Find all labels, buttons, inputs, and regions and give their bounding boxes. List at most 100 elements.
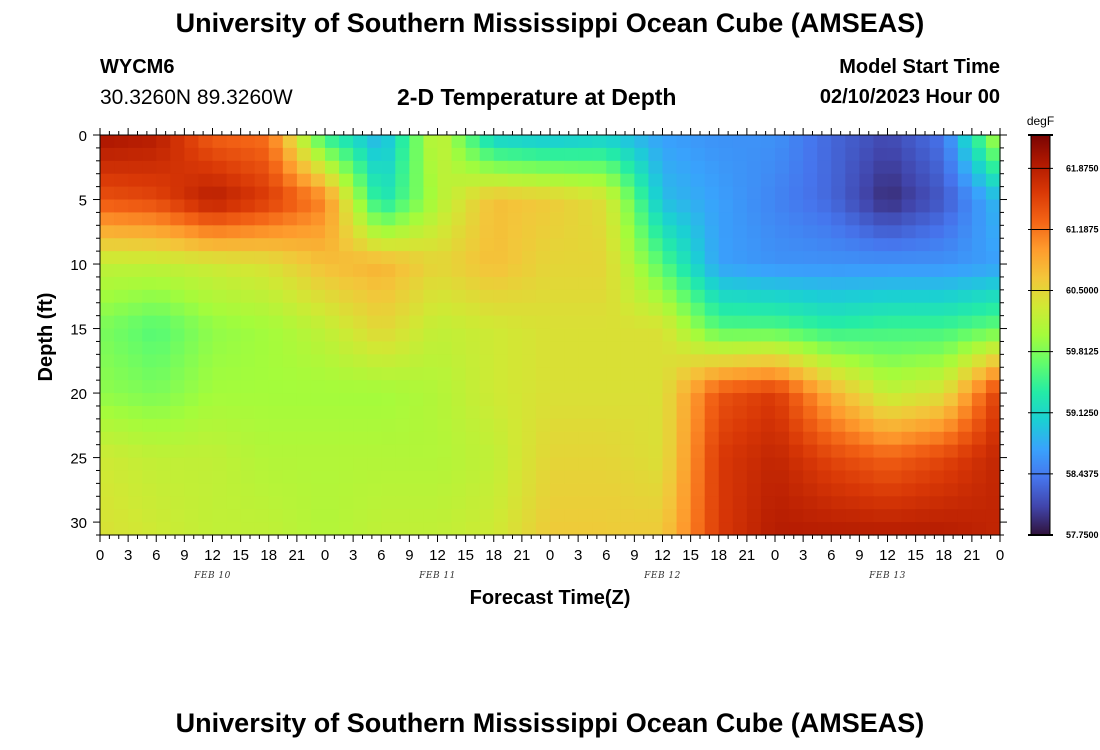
heatmap-cell — [128, 302, 143, 317]
heatmap-cell — [662, 135, 678, 149]
heatmap-cell — [803, 160, 818, 175]
heatmap-cell — [578, 509, 593, 523]
heatmap-cell — [282, 431, 298, 446]
heatmap-cell — [760, 328, 776, 343]
heatmap-cell — [859, 418, 875, 433]
heatmap-cell — [353, 470, 368, 484]
heatmap-cell — [240, 160, 256, 175]
heatmap-cell — [268, 341, 284, 355]
heatmap-cell — [957, 522, 973, 536]
heatmap-cell — [662, 405, 678, 420]
heatmap-cell — [775, 251, 790, 265]
heatmap-cell — [831, 225, 846, 239]
heatmap-cell — [184, 341, 200, 355]
heatmap-cell — [535, 522, 551, 536]
x-tick-label: 6 — [377, 547, 385, 564]
heatmap-cell — [578, 238, 593, 252]
heatmap-cell — [620, 354, 635, 368]
heatmap-cell — [887, 238, 903, 252]
heatmap-cell — [493, 276, 509, 291]
heatmap-cell — [226, 328, 242, 343]
heatmap-cell — [775, 225, 790, 239]
heatmap-cell — [282, 328, 298, 343]
heatmap-cell — [690, 264, 706, 278]
heatmap-cell — [662, 393, 678, 407]
heatmap-cell — [423, 405, 439, 420]
heatmap-cell — [620, 483, 635, 497]
heatmap-cell — [409, 289, 425, 304]
heatmap-cell — [409, 302, 425, 317]
heatmap-cell — [367, 199, 382, 214]
heatmap-cell — [310, 341, 326, 355]
heatmap-cell — [465, 418, 481, 433]
heatmap-cell — [718, 457, 734, 472]
heatmap-cell — [184, 251, 200, 265]
heatmap-cell — [310, 470, 326, 484]
heatmap-cell — [845, 225, 860, 239]
heatmap-cell — [746, 199, 762, 214]
heatmap-cell — [296, 354, 312, 368]
heatmap-cell — [718, 444, 734, 459]
heatmap-cell — [381, 457, 396, 472]
heatmap-cell — [662, 212, 678, 226]
heatmap-cell — [634, 173, 650, 188]
heatmap-cell — [718, 509, 734, 523]
heatmap-cell — [606, 199, 621, 214]
heatmap-cell — [620, 470, 635, 484]
heatmap-cell — [212, 405, 228, 420]
heatmap-cell — [634, 393, 650, 407]
heatmap-cell — [296, 341, 312, 355]
heatmap-cell — [943, 509, 959, 523]
heatmap-cell — [479, 199, 495, 214]
heatmap-cell — [465, 199, 481, 214]
heatmap-cell — [100, 457, 115, 472]
heatmap-cell — [845, 354, 860, 368]
heatmap-cell — [395, 380, 410, 394]
heatmap-cell — [803, 225, 818, 239]
heatmap-cell — [690, 470, 706, 484]
heatmap-cell — [170, 315, 185, 330]
page-title: University of Southern Mississippi Ocean… — [175, 8, 925, 38]
heatmap-cell — [451, 302, 467, 317]
heatmap-cell — [339, 367, 354, 381]
heatmap-cell — [817, 328, 832, 343]
x-tick-label: 6 — [152, 547, 160, 564]
heatmap-cell — [971, 483, 987, 497]
heatmap-cell — [704, 199, 720, 214]
heatmap-cell — [493, 160, 509, 175]
heatmap-cell — [521, 354, 537, 368]
heatmap-cell — [353, 212, 368, 226]
heatmap-cell — [746, 315, 762, 330]
heatmap-cell — [620, 276, 635, 291]
heatmap-cell — [493, 405, 509, 420]
heatmap-cell — [128, 431, 143, 446]
y-tick-label: 10 — [70, 257, 87, 274]
heatmap-cell — [423, 367, 439, 381]
heatmap-cell — [142, 238, 157, 252]
heatmap-cell — [564, 341, 579, 355]
heatmap-cell — [310, 367, 326, 381]
heatmap-cell — [381, 522, 396, 536]
heatmap-cell — [521, 315, 537, 330]
heatmap-cell — [254, 496, 270, 510]
heatmap-cell — [971, 289, 987, 304]
heatmap-cell — [479, 135, 495, 149]
heatmap-cell — [395, 457, 410, 472]
heatmap-cell — [170, 341, 185, 355]
heatmap-cell — [339, 341, 354, 355]
heatmap-cell — [578, 264, 593, 278]
heatmap-cell — [704, 470, 720, 484]
heatmap-cell — [662, 354, 678, 368]
heatmap-cell — [226, 509, 242, 523]
heatmap-cell — [367, 212, 382, 226]
heatmap-cell — [592, 147, 607, 162]
heatmap-cell — [170, 135, 185, 149]
heatmap-cell — [381, 238, 396, 252]
x-tick-label: 18 — [935, 547, 952, 564]
heatmap-cell — [845, 380, 860, 394]
heatmap-cell — [226, 496, 242, 510]
heatmap-cell — [240, 251, 256, 265]
heatmap-cell — [662, 341, 678, 355]
heatmap-cell — [550, 522, 565, 536]
heatmap-cell — [676, 405, 692, 420]
